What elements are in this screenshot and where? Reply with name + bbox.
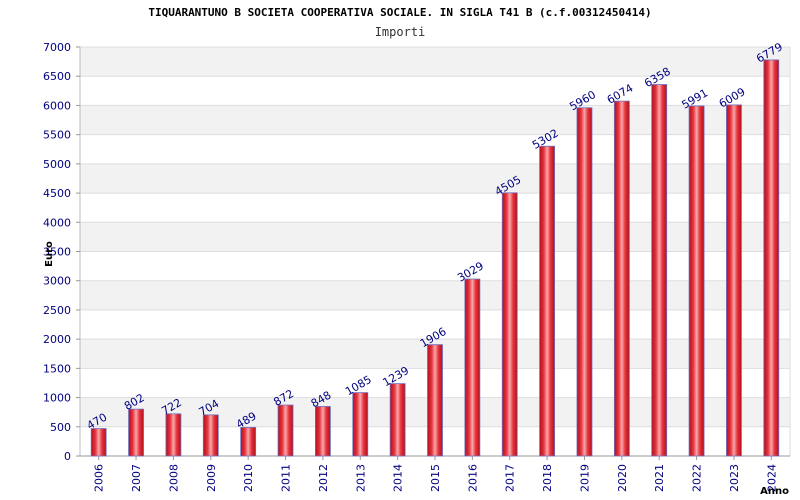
grid-band	[80, 105, 790, 135]
y-tick-label: 3000	[43, 275, 71, 288]
x-tick-label: 2017	[504, 464, 517, 492]
bar	[128, 408, 144, 457]
x-tick-label: 2024	[765, 464, 778, 492]
bar	[651, 84, 668, 457]
x-tick-label: 2018	[541, 464, 554, 492]
bar	[277, 404, 294, 457]
x-tick-label: 2015	[429, 464, 442, 492]
x-axis-label: Anno	[760, 486, 789, 497]
bar	[90, 428, 107, 457]
y-tick-label: 5000	[43, 158, 71, 171]
x-tick-label: 2008	[167, 464, 180, 492]
y-tick-label: 5500	[43, 129, 71, 142]
y-tick-label: 4500	[43, 187, 71, 200]
grid-band	[80, 280, 790, 310]
y-axis-label: Euro	[44, 241, 55, 267]
y-tick-label: 2000	[43, 333, 71, 346]
x-tick-label: 2014	[392, 464, 405, 492]
y-tick-label: 0	[64, 450, 71, 463]
x-tick-label: 2012	[317, 464, 330, 492]
bar	[726, 104, 742, 457]
chart-title: TIQUARANTUNO B SOCIETA COOPERATIVA SOCIA…	[148, 6, 652, 19]
y-tick-label: 6500	[43, 70, 71, 83]
y-tick-label: 2500	[43, 304, 71, 317]
x-tick-label: 2011	[280, 464, 293, 492]
y-tick-label: 3500	[43, 246, 71, 259]
bar	[202, 414, 219, 457]
y-tick-label: 1500	[43, 362, 71, 375]
bar	[539, 145, 556, 457]
x-tick-label: 2010	[242, 464, 255, 492]
bar	[352, 392, 369, 457]
x-tick-label: 2020	[616, 464, 629, 492]
bar	[763, 59, 780, 457]
y-tick-label: 500	[50, 421, 71, 434]
grid-band	[80, 47, 790, 77]
bar	[389, 383, 406, 457]
y-tick-label: 6000	[43, 99, 71, 112]
bar	[314, 406, 331, 457]
bar	[165, 413, 182, 457]
x-tick-label: 2013	[354, 464, 367, 492]
grid-band	[80, 163, 790, 194]
y-tick-label: 4000	[43, 216, 71, 229]
x-tick-label: 2016	[466, 464, 479, 492]
y-tick-label: 7000	[43, 41, 71, 54]
y-tick-label: 1000	[43, 392, 71, 405]
x-tick-label: 2023	[728, 464, 741, 492]
grid-band	[80, 222, 790, 252]
bar	[576, 107, 593, 457]
x-tick-label: 2007	[130, 464, 143, 492]
bar	[427, 344, 443, 457]
bar	[464, 278, 481, 457]
x-tick-label: 2009	[205, 464, 218, 492]
bar	[240, 427, 257, 457]
chart-subtitle: Importi	[374, 25, 426, 39]
x-tick-label: 2019	[578, 464, 591, 492]
bar	[613, 100, 630, 457]
x-tick-label: 2022	[691, 464, 704, 492]
x-tick-label: 2006	[93, 464, 106, 492]
bar	[501, 192, 518, 457]
x-tick-label: 2021	[653, 464, 666, 492]
bar	[688, 105, 705, 457]
